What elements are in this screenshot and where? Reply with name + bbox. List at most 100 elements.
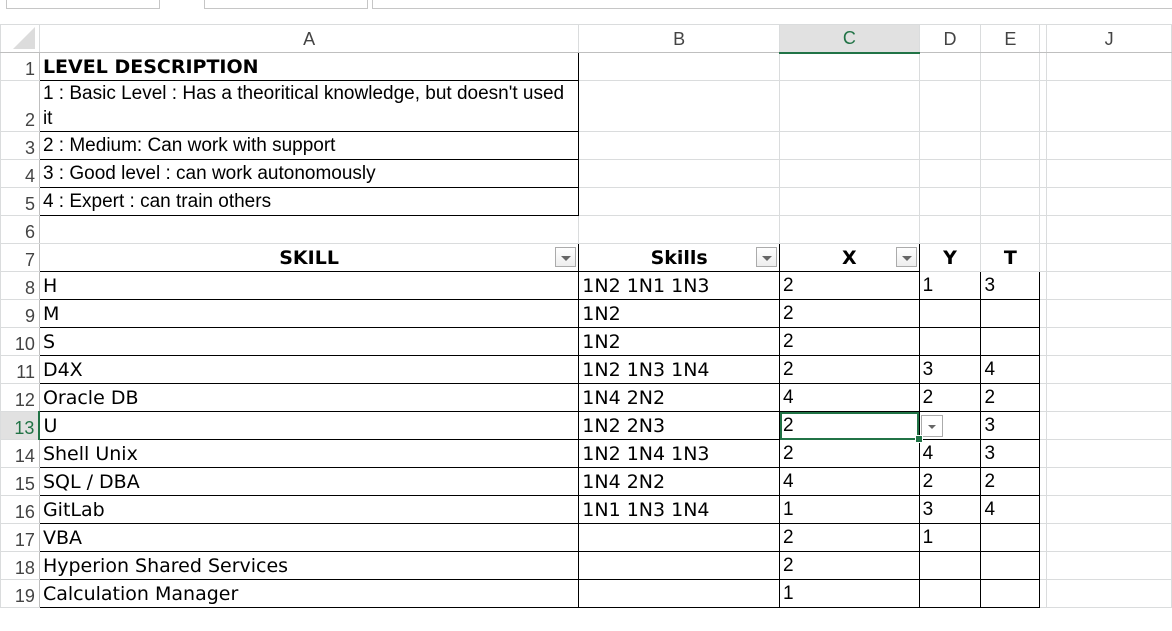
legend-level[interactable]: 2 : Medium: Can work with support — [38, 131, 580, 160]
table-cell[interactable]: Hyperion Shared Services — [38, 551, 580, 580]
table-cell[interactable] — [578, 523, 781, 552]
table-cell[interactable]: 1N2 — [578, 299, 781, 328]
cell[interactable] — [1046, 355, 1172, 384]
row-header-15[interactable]: 15 — [0, 467, 40, 496]
column-header-c[interactable]: C — [779, 24, 920, 54]
table-header-skill[interactable]: SKILL — [38, 243, 580, 272]
cell[interactable] — [980, 52, 1041, 81]
table-cell[interactable] — [980, 327, 1041, 356]
cell[interactable] — [1046, 159, 1172, 188]
cell[interactable] — [1046, 187, 1172, 216]
table-header-t[interactable]: T — [980, 243, 1041, 272]
cell[interactable] — [578, 131, 781, 160]
cell[interactable] — [918, 187, 982, 216]
table-cell[interactable] — [918, 299, 982, 328]
table-cell[interactable] — [980, 551, 1041, 580]
row-header-11[interactable]: 11 — [0, 355, 40, 384]
table-cell[interactable]: 3 — [918, 355, 982, 384]
row-header-12[interactable]: 12 — [0, 383, 40, 412]
table-cell[interactable]: 1N4 2N2 — [578, 383, 781, 412]
table-cell[interactable]: 2 — [779, 523, 920, 552]
column-header-a[interactable]: A — [38, 24, 580, 53]
cell[interactable] — [779, 187, 920, 216]
column-header-d[interactable]: D — [918, 24, 982, 53]
cell[interactable] — [578, 215, 781, 244]
row-header-9[interactable]: 9 — [0, 299, 40, 328]
fill-handle[interactable] — [914, 435, 923, 443]
cell[interactable] — [1046, 411, 1172, 440]
filter-dropdown-icon[interactable] — [895, 247, 917, 267]
table-cell[interactable]: D4X — [38, 355, 580, 384]
validation-dropdown-icon[interactable] — [920, 415, 943, 437]
table-cell[interactable]: 4 — [779, 383, 920, 412]
cell[interactable] — [38, 215, 580, 244]
table-cell[interactable]: U — [38, 411, 580, 440]
table-cell[interactable] — [918, 551, 982, 580]
cell[interactable] — [578, 80, 781, 132]
table-cell[interactable]: 1N2 1N3 1N4 — [578, 355, 781, 384]
cell[interactable] — [1046, 131, 1172, 160]
cell[interactable] — [1046, 579, 1172, 608]
select-all-icon[interactable] — [12, 27, 35, 49]
table-cell[interactable]: GitLab — [38, 495, 580, 524]
cell[interactable] — [980, 131, 1041, 160]
cell[interactable] — [918, 131, 982, 160]
table-cell[interactable]: H — [38, 271, 580, 300]
spreadsheet-grid[interactable]: A B C D E J 1 LEVEL DESCRIPTION 2 1 : Basic Level… — [0, 24, 1172, 608]
row-header-10[interactable]: 10 — [0, 327, 40, 356]
row-header-16[interactable]: 16 — [0, 495, 40, 524]
column-header-e[interactable]: E — [980, 24, 1041, 53]
cell[interactable] — [980, 215, 1041, 244]
row-header-5[interactable]: 5 — [0, 187, 40, 216]
cell[interactable] — [1046, 80, 1172, 132]
filter-dropdown-icon[interactable] — [555, 247, 577, 267]
table-cell[interactable]: 2 — [779, 355, 920, 384]
cell[interactable] — [1046, 271, 1172, 300]
filter-dropdown-icon[interactable] — [756, 247, 778, 267]
cell[interactable] — [1046, 52, 1172, 81]
row-header-2[interactable]: 2 — [0, 80, 40, 132]
table-cell[interactable]: 2 — [779, 551, 920, 580]
table-cell[interactable]: S — [38, 327, 580, 356]
cell[interactable] — [1046, 327, 1172, 356]
table-cell[interactable] — [918, 579, 982, 608]
cell[interactable] — [779, 159, 920, 188]
cell[interactable] — [918, 159, 982, 188]
table-cell[interactable]: Oracle DB — [38, 383, 580, 412]
cell[interactable] — [1046, 551, 1172, 580]
table-cell[interactable]: 2 — [779, 439, 920, 468]
cell[interactable] — [1046, 467, 1172, 496]
table-header-y[interactable]: Y — [918, 243, 982, 272]
table-cell[interactable]: VBA — [38, 523, 580, 552]
table-cell[interactable]: 1N4 2N2 — [578, 467, 781, 496]
row-header-3[interactable]: 3 — [0, 131, 40, 160]
cell[interactable] — [980, 80, 1041, 132]
cell[interactable] — [1046, 523, 1172, 552]
table-cell[interactable]: 4 — [779, 467, 920, 496]
table-cell[interactable]: 2 — [918, 467, 982, 496]
table-cell[interactable]: 3 — [980, 411, 1041, 440]
cell[interactable] — [1046, 383, 1172, 412]
cell[interactable] — [578, 187, 781, 216]
cell[interactable] — [918, 80, 982, 132]
cell[interactable] — [1046, 299, 1172, 328]
row-header-4[interactable]: 4 — [0, 159, 40, 188]
legend-level[interactable]: 3 : Good level : can work autonomously — [38, 159, 580, 188]
table-cell[interactable] — [578, 551, 781, 580]
table-cell[interactable]: 3 — [918, 495, 982, 524]
table-header-x[interactable]: X — [779, 243, 920, 272]
table-cell[interactable]: Calculation Manager — [38, 579, 580, 608]
table-cell[interactable]: 2 — [779, 271, 920, 300]
table-cell[interactable]: 1 — [918, 271, 982, 300]
table-cell[interactable]: 2 — [980, 467, 1041, 496]
cell[interactable] — [1046, 495, 1172, 524]
row-header-8[interactable]: 8 — [0, 271, 40, 300]
table-cell[interactable]: 2 — [779, 411, 923, 443]
select-all-corner[interactable] — [0, 24, 40, 53]
cell[interactable] — [1046, 215, 1172, 244]
table-cell[interactable]: 2 — [779, 299, 920, 328]
cell[interactable] — [779, 52, 920, 81]
legend-title[interactable]: LEVEL DESCRIPTION — [38, 52, 580, 81]
table-cell[interactable]: 1N2 1N1 1N3 — [578, 271, 781, 300]
row-header-6[interactable]: 6 — [0, 215, 40, 244]
